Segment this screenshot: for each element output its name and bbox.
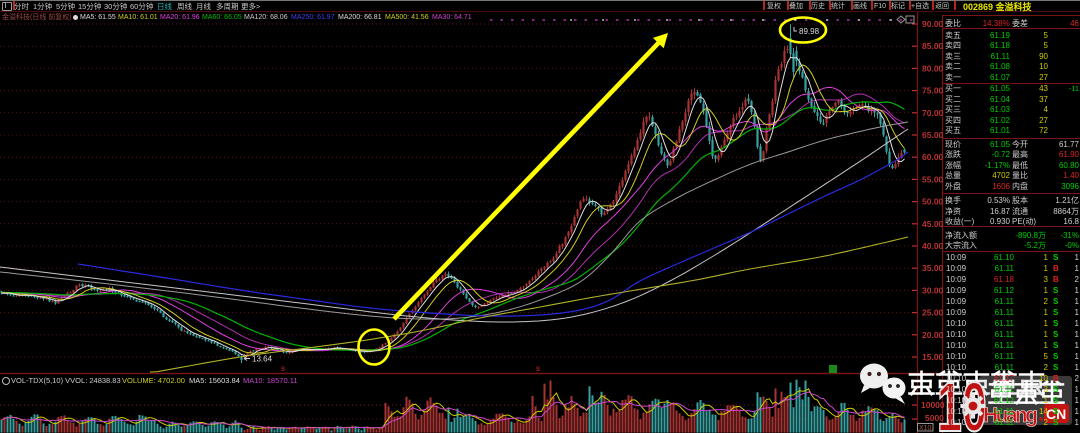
- svg-text:65.00: 65.00: [922, 130, 944, 140]
- svg-text:10000: 10000: [921, 400, 945, 410]
- svg-text:35.00: 35.00: [922, 263, 944, 273]
- svg-text:5000: 5000: [925, 413, 944, 423]
- svg-text:70.00: 70.00: [922, 108, 944, 118]
- svg-text:10: 10: [937, 369, 987, 433]
- svg-text:45.00: 45.00: [922, 219, 944, 229]
- svg-text:S: S: [536, 367, 540, 373]
- svg-text:40.00: 40.00: [922, 241, 944, 251]
- svg-text:15.00: 15.00: [922, 352, 944, 362]
- svg-text:50.00: 50.00: [922, 197, 944, 207]
- svg-text:X10: X10: [919, 425, 932, 432]
- svg-text:60.00: 60.00: [922, 152, 944, 162]
- svg-text:30.00: 30.00: [922, 285, 944, 295]
- svg-text:25.00: 25.00: [922, 308, 944, 318]
- svg-text:80.00: 80.00: [922, 63, 944, 73]
- svg-text:S: S: [281, 367, 285, 373]
- svg-text:CN: CN: [1046, 406, 1066, 422]
- svg-text:20.00: 20.00: [922, 330, 944, 340]
- svg-text:13.64: 13.64: [252, 355, 273, 364]
- svg-text:55.00: 55.00: [922, 174, 944, 184]
- svg-text:89.98: 89.98: [799, 27, 820, 36]
- svg-text:75.00: 75.00: [922, 86, 944, 96]
- svg-text:90.00: 90.00: [922, 19, 944, 29]
- svg-text:Huang: Huang: [983, 404, 1038, 427]
- svg-text:85.00: 85.00: [922, 41, 944, 51]
